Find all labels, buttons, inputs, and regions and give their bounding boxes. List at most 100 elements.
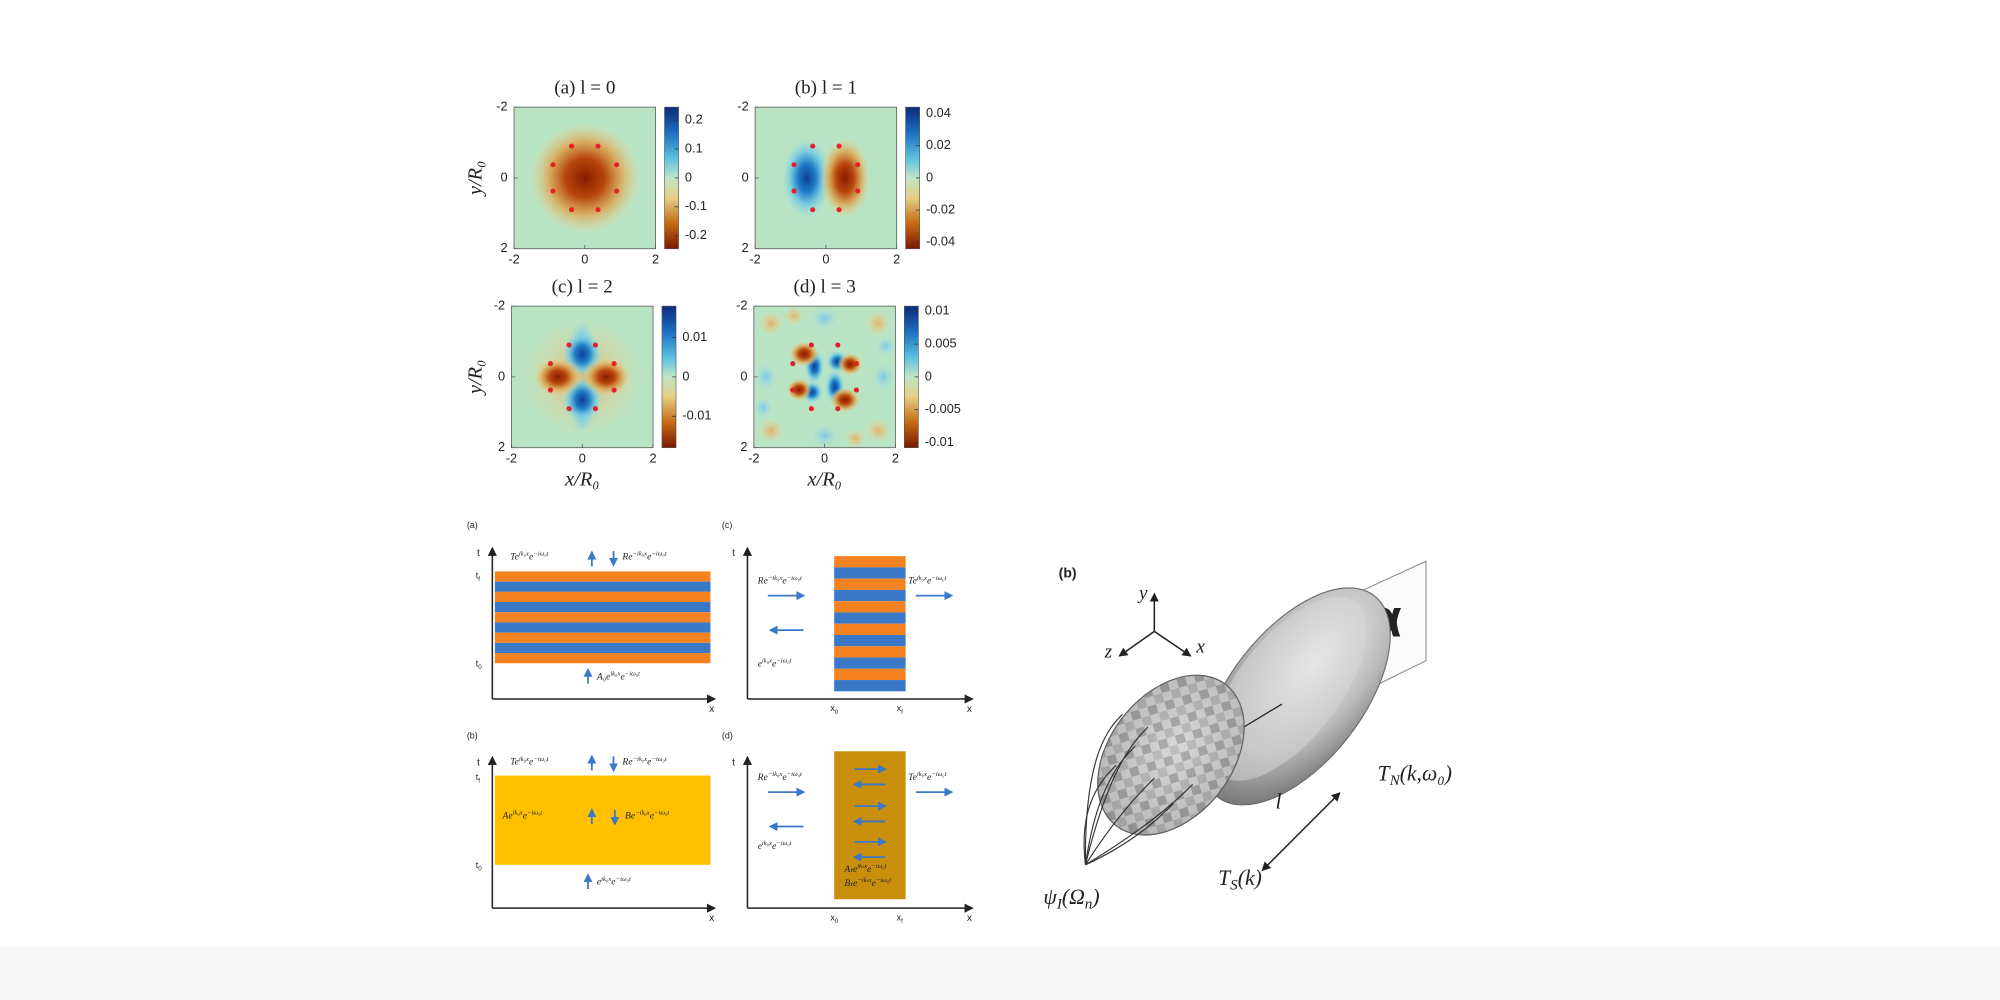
scatterer-dot [790, 387, 796, 393]
y-tick-label: -2 [737, 99, 748, 114]
scatterer-dot [791, 188, 797, 194]
x-axis-label: x [709, 913, 714, 924]
base-text: e [529, 552, 534, 563]
stripe [834, 680, 906, 692]
colorbar-tick-label: 0.04 [926, 105, 951, 120]
feed-line [1084, 745, 1136, 865]
script-text: ik₀x [513, 809, 523, 816]
y-tick-label: 0 [501, 169, 508, 184]
stripe [834, 668, 906, 681]
scatterer-dot [853, 387, 859, 393]
colorbar-tick-label: -0.005 [925, 401, 961, 416]
base-text: t [476, 860, 479, 870]
stripe [494, 602, 711, 613]
stripe [834, 634, 906, 647]
wave-formula: Teik₀xe−iω₀t [510, 550, 548, 562]
base-text: e [872, 878, 877, 889]
base-text: Te [908, 772, 917, 783]
script-text: 0 [478, 865, 482, 872]
field-lobe [754, 362, 778, 391]
feed-line [1084, 726, 1149, 865]
dish-diagram: (b)yzxαTN(k,ω₀)lTS(k)ψI(Ωn) [1043, 560, 1452, 913]
feed-line [1084, 777, 1155, 866]
scatterer-dot [595, 143, 601, 149]
base-text: e [650, 811, 655, 822]
script-text: −iω₀t [654, 809, 669, 816]
base-text: e [772, 659, 777, 670]
base-text: Te [908, 576, 917, 587]
script-text: f [478, 777, 480, 784]
scatterer-dot [808, 406, 814, 412]
wave-formula: eik₀xe−iω₀t [597, 875, 631, 887]
time-tick: t0 [476, 860, 482, 872]
scatterer-dot [810, 207, 816, 213]
y-tick-label: 2 [740, 439, 747, 454]
script-text: ik₀x [917, 771, 927, 778]
scatterer-dot [791, 162, 797, 168]
base-text: e [523, 811, 528, 822]
y-tick-label: 0 [740, 368, 747, 383]
x-tick-label: 2 [650, 451, 657, 466]
t-axis-label: t [477, 757, 480, 768]
field-lobe [753, 397, 774, 418]
script-text: ik₀x [519, 550, 529, 557]
script-text: −iω₀t [533, 755, 548, 762]
base-text: (k,ω₀) [1400, 761, 1452, 785]
wave-formula: Re−ik₀xe−iω₀t [621, 550, 666, 562]
stripe [834, 567, 906, 579]
stripe [834, 578, 906, 590]
scatterer-dot [790, 361, 796, 367]
wave-formula: Re−ik₀xe−iω₀t [757, 574, 802, 586]
colorbar-tick-label: 0 [682, 368, 689, 383]
script-text: −iω₀t [787, 771, 802, 778]
colorbar-tick-label: 0 [926, 169, 933, 184]
stripe [494, 632, 711, 643]
stripe [834, 589, 906, 602]
panel-label: (d) [722, 730, 733, 740]
scatterer-dot [592, 406, 599, 412]
time-tick: tf [476, 571, 480, 583]
coord-axis [1153, 630, 1192, 657]
base-text: Re [621, 757, 633, 768]
base-text: e [611, 877, 616, 888]
base-text: (Ω [1062, 885, 1085, 909]
x-tick-label: -2 [506, 451, 517, 466]
stripe [834, 657, 906, 669]
x-tick-label: 2 [892, 451, 899, 466]
wave-formula: Teik₀xe−iω₀t [908, 771, 946, 783]
colorbar-tick-label: 0.1 [685, 140, 703, 155]
medium-slab [834, 751, 906, 900]
x-tick-label: 2 [652, 252, 659, 267]
y-tick-label: 2 [742, 240, 749, 255]
coord-axis [1118, 630, 1155, 657]
script-text: S [1230, 877, 1238, 894]
base-text: e [758, 841, 763, 852]
feed-line [1083, 764, 1117, 865]
scatterer-dot [547, 361, 554, 367]
x-tick-label: -2 [749, 252, 760, 267]
wave-formula: Bₜe−ikₜxe−iω₀t [844, 877, 891, 889]
script-text: −ik₀x [633, 550, 648, 557]
y-axis-label: y/R₀ [465, 161, 487, 197]
base-text: x [897, 913, 902, 923]
script-text: n [1085, 896, 1093, 913]
panel-title: (b) l = 1 [795, 78, 857, 99]
base-text: e [647, 757, 652, 768]
base-text: Bₜe [844, 878, 858, 889]
field-lobe [810, 424, 839, 448]
base-text: T [1378, 761, 1392, 785]
base-text: A₀e [596, 671, 611, 682]
script-text: −iω₀t [527, 809, 542, 816]
base-text: x [897, 704, 902, 714]
position-tick: x0 [830, 704, 838, 716]
field-lobe [875, 336, 896, 357]
t-axis-label: t [732, 548, 735, 559]
base-text: e [529, 757, 534, 768]
base-text: e [782, 576, 787, 587]
x-tick-label: 2 [893, 252, 900, 267]
base-text: t [476, 571, 479, 581]
scatterer-dot [614, 162, 620, 168]
